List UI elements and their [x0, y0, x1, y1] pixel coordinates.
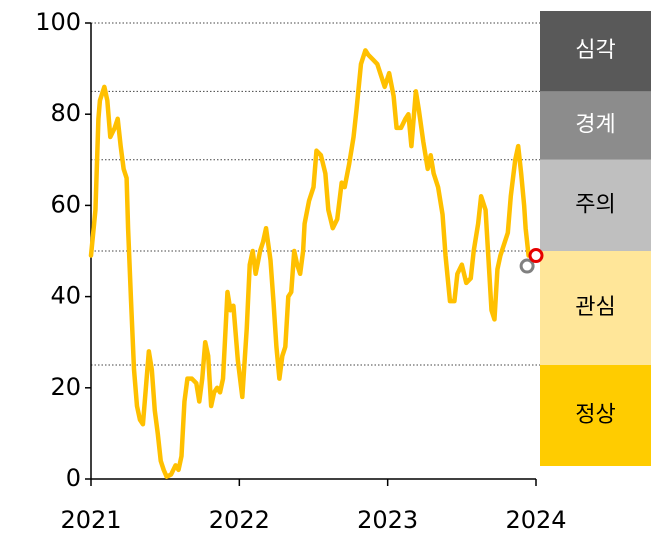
x-tick-label: 2024 [505, 506, 566, 534]
band-label: 정상 [575, 403, 615, 428]
x-tick-label: 2021 [60, 506, 121, 534]
band-label: 관심 [575, 295, 615, 320]
end-marker [519, 258, 535, 274]
y-tick-label: 20 [50, 373, 81, 401]
band-label: 심각 [575, 38, 615, 63]
end-marker [528, 248, 544, 264]
band-label: 주의 [575, 192, 615, 217]
band-box [540, 365, 651, 466]
band-box [540, 159, 651, 251]
band-label: 경계 [575, 113, 615, 138]
x-tick-label: 2022 [209, 506, 270, 534]
y-tick-label: 40 [50, 282, 81, 310]
band-box [540, 91, 651, 160]
y-tick-label: 80 [50, 99, 81, 127]
band-box [540, 251, 651, 365]
y-tick-label: 60 [50, 190, 81, 218]
data-line [88, 48, 531, 479]
band-box [540, 11, 651, 92]
x-tick-label: 2023 [357, 506, 418, 534]
y-tick-label: 0 [66, 464, 81, 492]
y-tick-label: 100 [35, 8, 81, 36]
